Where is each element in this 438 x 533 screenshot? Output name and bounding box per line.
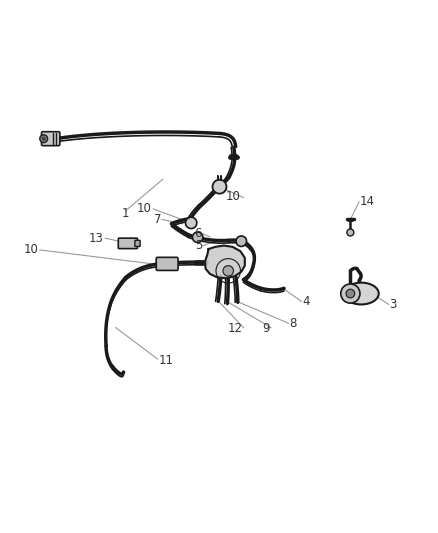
Text: 3: 3 bbox=[389, 298, 396, 311]
Circle shape bbox=[40, 135, 47, 143]
Text: 4: 4 bbox=[302, 295, 309, 308]
Text: 12: 12 bbox=[227, 322, 242, 335]
Text: 10: 10 bbox=[24, 244, 39, 256]
Circle shape bbox=[185, 217, 196, 229]
FancyBboxPatch shape bbox=[118, 238, 137, 248]
Text: 7: 7 bbox=[153, 213, 161, 226]
Circle shape bbox=[340, 284, 359, 303]
FancyBboxPatch shape bbox=[42, 132, 60, 146]
Polygon shape bbox=[205, 246, 244, 278]
Text: 5: 5 bbox=[194, 239, 201, 252]
Circle shape bbox=[345, 289, 354, 298]
Text: 11: 11 bbox=[158, 354, 173, 367]
FancyBboxPatch shape bbox=[134, 240, 140, 246]
Text: 14: 14 bbox=[359, 195, 374, 207]
Text: 10: 10 bbox=[225, 190, 240, 203]
Ellipse shape bbox=[343, 282, 378, 304]
Circle shape bbox=[192, 232, 202, 243]
Text: 6: 6 bbox=[194, 227, 201, 240]
Circle shape bbox=[346, 229, 353, 236]
Circle shape bbox=[42, 136, 46, 141]
Text: 1: 1 bbox=[122, 207, 129, 220]
Circle shape bbox=[212, 180, 226, 193]
Text: 10: 10 bbox=[137, 203, 152, 215]
Circle shape bbox=[236, 236, 246, 246]
FancyBboxPatch shape bbox=[156, 257, 178, 270]
Text: 8: 8 bbox=[289, 317, 296, 330]
Text: 13: 13 bbox=[89, 232, 104, 245]
Circle shape bbox=[223, 265, 233, 276]
Text: 9: 9 bbox=[261, 322, 269, 335]
